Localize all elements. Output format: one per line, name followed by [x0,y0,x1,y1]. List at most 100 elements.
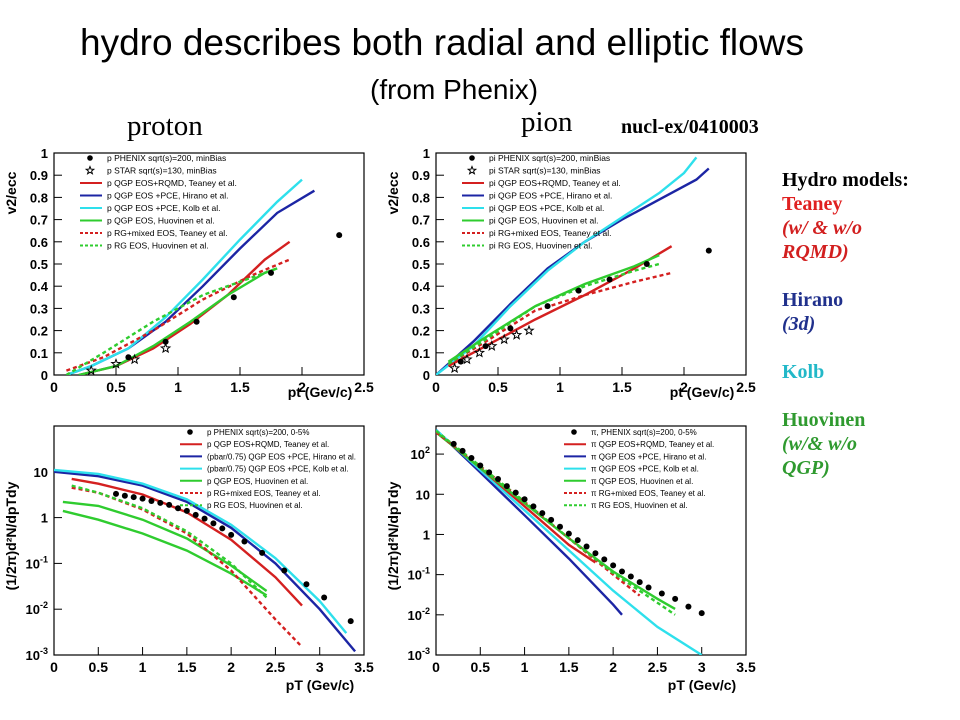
y-tick-label: 0.9 [30,168,48,183]
data-point [477,462,484,469]
y-tick-label: 0 [423,368,430,383]
data-point [544,303,551,310]
hydro-models-heading: Hydro models: [782,169,909,191]
y-tick-label: 0.8 [412,190,430,205]
data-point [658,590,665,597]
data-point [507,325,514,332]
legend-label: pi RG+mixed EOS, Teaney et al. [489,228,611,238]
x-tick-label: 1.5 [177,659,197,675]
x-tick-label: 2 [227,659,235,675]
huovinen-note-line1: (w/& w/o [782,433,858,455]
data-point [241,538,248,545]
y-tick-label: 1 [41,146,48,161]
x-tick-label: 1 [139,659,147,675]
x-tick-label: 2.5 [736,379,756,395]
data-point [565,530,572,537]
legend-label: p RG+mixed EOS, Teaney et al. [107,228,228,238]
x-axis-label: pT (Gev/c) [286,677,354,693]
y-tick-label: 1 [423,146,430,161]
data-point [705,247,712,254]
legend-label: pi PHENIX sqrt(s)=200, minBias [489,153,610,163]
legend-label: π QGP EOS +PCE, Hirano et al. [591,452,706,461]
data-point [539,510,546,517]
legend-label: p RG+mixed EOS, Teaney et al. [207,489,320,498]
x-tick-label: 3.5 [736,659,756,675]
data-point [201,515,208,522]
data-point [130,494,137,501]
data-point-star [159,342,172,354]
x-tick-label: 2.5 [266,659,286,675]
x-tick-label: 0 [50,379,58,395]
data-point [281,567,288,574]
data-point [450,440,457,447]
y-tick-label: 0.4 [30,279,49,294]
legend-label: π QGP EOS+RQMD, Teaney et al. [591,440,714,449]
y-tick-label: 10-2 [26,600,48,617]
x-tick-label: 2.5 [354,379,374,395]
legend-label: pi QGP EOS +PCE, Hirano et al. [489,191,612,201]
series-line [71,486,303,648]
proton-spectrum-chart: 0 0.5 1 1.5 2 2.5 3 3.5 10-3 10-2 10-1 1 10 pT (Gev/c… [3,425,374,693]
x-tick-label: 2 [298,379,306,395]
legend-label: p RG EOS, Huovinen et al. [107,241,209,251]
legend-label: pi STAR sqrt(s)=130, minBias [489,166,601,176]
data-point [347,618,354,625]
data-point [230,294,237,301]
data-point [468,454,475,461]
data-point [548,516,555,523]
teaney-note-line1: (w/ & w/o [782,217,863,239]
series-line [54,470,357,653]
legend-label: (pbar/0.75) QGP EOS +PCE, Hirano et al. [207,452,356,461]
hirano-label: Hirano [782,289,844,311]
data-point [583,543,590,550]
y-tick-label: 0.4 [412,279,431,294]
data-point [685,603,692,610]
proton-column-label: proton [127,110,203,142]
x-tick-label: 1.5 [559,659,579,675]
y-axis-label: (1/2π)d²N/dpTdy [385,481,401,590]
hirano-note: (3d) [782,313,816,335]
y-tick-label: 0.6 [412,235,430,250]
y-tick-label: 10-3 [26,646,48,663]
slide-title: hydro describes both radial and elliptic… [80,22,804,63]
x-tick-label: 0.5 [106,379,126,395]
y-tick-label: 10-2 [408,606,430,623]
legend-label: p RG EOS, Huovinen et al. [207,501,303,510]
legend-marker [187,429,193,435]
legend-label: p PHENIX sqrt(s)=200, minBias [107,153,226,163]
data-point-star [486,340,498,351]
legend-label: p STAR sqrt(s)=130, minBias [107,166,217,176]
legend-label: π, PHENIX sqrt(s)=200, 0-5% [591,428,697,437]
y-tick-label: 0 [41,368,48,383]
x-tick-label: 2 [680,379,688,395]
data-point [486,469,493,476]
data-point [175,505,181,512]
data-point [139,495,146,502]
data-point [636,579,643,586]
legend-label: π RG+mixed EOS, Teaney et al. [591,489,706,498]
legend-label: pi QGP EOS+RQMD, Teaney et al. [489,178,621,188]
data-point [457,358,464,365]
data-point [698,610,705,617]
data-point [610,562,617,569]
y-tick-label: 0.8 [30,190,48,205]
data-point [672,595,679,602]
y-axis-label: v2/ecc [385,171,401,214]
data-point [162,338,169,345]
series-line [62,500,268,592]
data-point [193,318,200,325]
series-line [65,178,303,375]
data-point [268,269,274,276]
teaney-note-line2: RQMD) [782,241,849,263]
legend-marker [469,155,475,161]
series-line [447,262,660,365]
data-point [125,354,132,361]
data-point [459,447,466,454]
data-point [557,523,563,530]
data-point-star [498,333,510,345]
data-point [606,276,613,283]
legend-marker [466,165,478,175]
x-axis-label: pt (Gev/c) [288,384,353,400]
pion-column-label: pion [521,106,573,138]
series-line [436,156,698,375]
